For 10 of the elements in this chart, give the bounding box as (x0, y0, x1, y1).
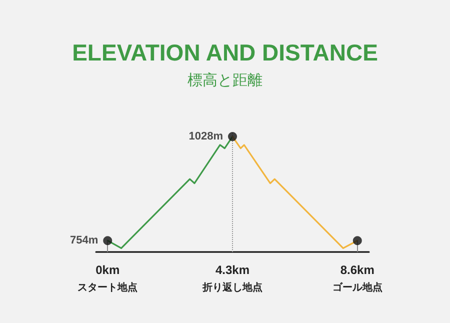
text: ゴール地点 (332, 282, 382, 294)
x-tick-label: 8.6km (340, 263, 374, 277)
x-tick-label: 4.3km (215, 263, 250, 277)
data-label: 1028m (188, 130, 224, 143)
chart-subtitle: 標高と距離 (188, 72, 262, 89)
x-tick-label: 0km (96, 263, 120, 277)
text: スタート地点 (78, 282, 138, 294)
text: 折り返し地点 (202, 282, 262, 294)
data-label: 754m (70, 234, 98, 247)
chart-title: ELEVATION AND DISTANCE (72, 40, 378, 66)
